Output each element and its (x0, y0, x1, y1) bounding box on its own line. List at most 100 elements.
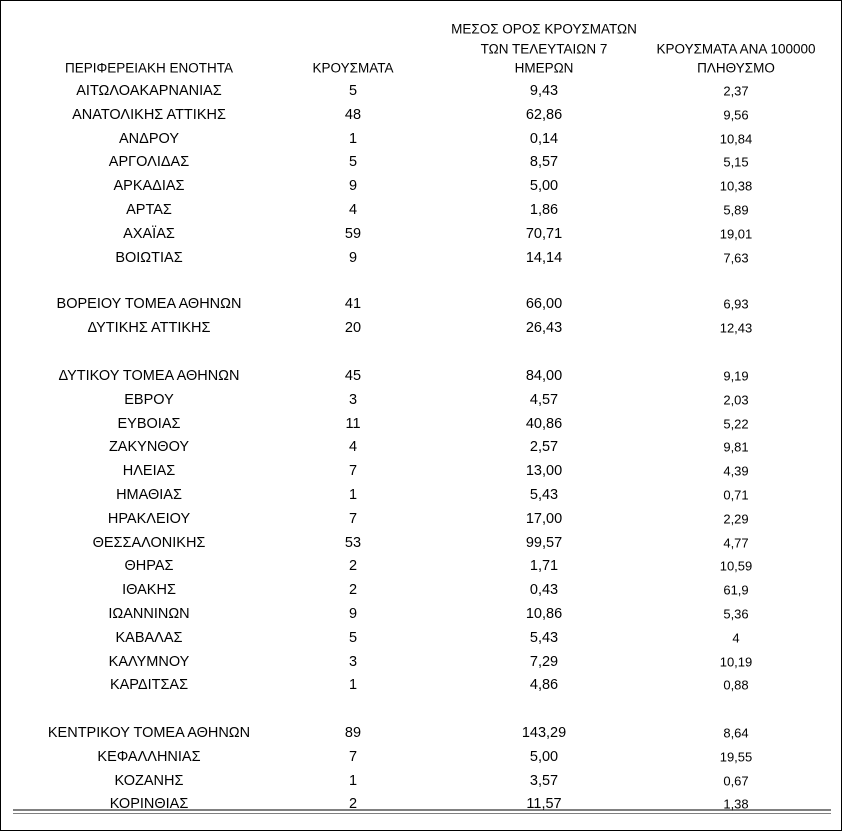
region-name: ΙΩΑΝΝΙΝΩΝ (108, 606, 190, 622)
value-cell: 10,19 (719, 654, 753, 670)
value-cell: 7 (348, 463, 358, 480)
bottom-rule (13, 809, 831, 811)
value-cell: 12,43 (719, 320, 753, 336)
value-cell: 5,89 (723, 202, 749, 218)
value-cell: 9,81 (723, 439, 749, 455)
header-cell: ΗΜΕΡΩΝ (514, 60, 574, 76)
value-cell: 20 (344, 319, 362, 336)
value-cell: 1 (348, 772, 358, 789)
region-name: ΑΝΔΡΟΥ (119, 130, 179, 147)
value-cell: 5,36 (723, 606, 749, 622)
value-cell: 8,57 (529, 154, 559, 171)
value-cell: 9,19 (723, 368, 749, 384)
value-cell: 14,14 (525, 249, 563, 266)
value-cell: 13,00 (525, 463, 563, 480)
value-cell: 1,86 (529, 202, 559, 218)
value-cell: 5,00 (529, 178, 559, 195)
value-cell: 0,67 (723, 773, 749, 789)
value-cell: 61,9 (723, 582, 749, 598)
region-name: ΗΡΑΚΛΕΙΟΥ (107, 510, 191, 527)
region-name: ΕΒΡΟΥ (124, 391, 174, 408)
region-name: ΚΑΒΑΛΑΣ (115, 629, 183, 646)
value-cell: 9 (348, 178, 358, 195)
region-name: ΗΛΕΙΑΣ (122, 463, 176, 480)
region-name: ΑΡΤΑΣ (126, 202, 172, 218)
value-cell: 8,64 (723, 725, 749, 741)
region-name: ΙΘΑΚΗΣ (122, 582, 176, 599)
value-cell: 1,38 (723, 796, 749, 812)
value-cell: 99,57 (525, 534, 563, 551)
value-cell: 2 (348, 796, 358, 813)
value-cell: 5 (348, 154, 358, 171)
header-cell: ΚΡΟΥΣΜΑΤΑ ΑΝΑ 100000 (656, 41, 816, 56)
value-cell: 5,43 (529, 487, 559, 503)
value-cell: 2 (348, 582, 358, 599)
value-cell: 4 (348, 202, 358, 218)
value-cell: 0,71 (723, 487, 749, 503)
value-cell: 17,00 (525, 510, 563, 527)
region-name: ΑΡΚΑΔΙΑΣ (113, 178, 185, 195)
value-cell: 10,86 (525, 606, 563, 622)
value-cell: 5,15 (723, 154, 749, 170)
region-name: ΚΕΦΑΛΛΗΝΙΑΣ (97, 748, 201, 765)
region-name: ΚΟΖΑΝΗΣ (114, 772, 184, 789)
value-cell: 9 (348, 249, 358, 266)
value-cell: 2,57 (529, 439, 559, 456)
region-name: ΗΜΑΘΙΑΣ (116, 487, 182, 503)
region-name: ΔΥΤΙΚΗΣ ΑΤΤΙΚΗΣ (87, 319, 211, 336)
header-cell: ΜΕΣΟΣ ΟΡΟΣ ΚΡΟΥΣΜΑΤΩΝ (451, 21, 637, 37)
value-cell: 4,77 (723, 535, 749, 551)
value-cell: 2,03 (723, 392, 749, 408)
value-cell: 5 (348, 83, 358, 99)
value-cell: 9 (348, 606, 358, 622)
region-name: ΘΕΣΣΑΛΟΝΙΚΗΣ (92, 534, 206, 551)
value-cell: 10,59 (719, 558, 753, 574)
value-cell: 0,14 (529, 130, 559, 147)
value-cell: 48 (344, 106, 362, 123)
value-cell: 3 (348, 391, 358, 408)
header-cell: ΚΡΟΥΣΜΑΤΑ (312, 60, 394, 76)
value-cell: 4,39 (723, 463, 749, 479)
value-cell: 53 (344, 534, 362, 551)
value-cell: 1 (348, 677, 358, 694)
value-cell: 2 (348, 558, 358, 575)
value-cell: 10,84 (719, 131, 753, 147)
value-cell: 10,38 (719, 178, 753, 194)
value-cell: 40,86 (525, 415, 563, 432)
value-cell: 0,88 (723, 677, 749, 693)
value-cell: 7 (348, 748, 358, 765)
region-name: ΔΥΤΙΚΟΥ ΤΟΜΕΑ ΑΘΗΝΩΝ (58, 368, 240, 384)
region-name: ΚΟΡΙΝΘΙΑΣ (109, 796, 189, 813)
value-cell: 11,57 (526, 796, 562, 813)
value-cell: 5,43 (529, 629, 559, 646)
region-name: ΚΑΛΥΜΝΟΥ (108, 653, 190, 670)
value-cell: 1 (348, 487, 358, 503)
value-cell: 1,71 (529, 558, 559, 575)
value-cell: 3,57 (529, 772, 559, 789)
region-name: ΖΑΚΥΝΘΟΥ (108, 439, 190, 456)
region-name: ΘΗΡΑΣ (124, 558, 174, 575)
header-cell: ΤΩΝ ΤΕΛΕΥΤΑΙΩΝ 7 (480, 41, 608, 56)
value-cell: 19,01 (719, 226, 753, 242)
value-cell: 62,86 (525, 106, 563, 123)
region-name: ΒΟΡΕΙΟΥ ΤΟΜΕΑ ΑΘΗΝΩΝ (56, 296, 242, 312)
value-cell: 4,57 (529, 391, 559, 408)
value-cell: 2,37 (723, 83, 749, 99)
header-cell: ΠΛΗΘΥΣΜΟ (697, 60, 775, 76)
value-cell: 66,00 (525, 296, 563, 312)
value-cell: 5,22 (723, 416, 749, 432)
value-cell: 19,55 (719, 749, 753, 765)
region-name: ΚΑΡΔΙΤΣΑΣ (109, 677, 189, 694)
value-cell: 9,56 (723, 107, 749, 123)
value-cell: 41 (344, 296, 362, 312)
value-cell: 45 (344, 368, 362, 384)
value-cell: 7 (348, 510, 358, 527)
region-name: ΑΧΑΪΑΣ (123, 225, 175, 242)
region-name: ΚΕΝΤΡΙΚΟΥ ΤΟΜΕΑ ΑΘΗΝΩΝ (47, 725, 251, 741)
value-cell: 5,00 (529, 748, 559, 765)
bottom-rule (13, 813, 831, 814)
value-cell: 89 (344, 725, 362, 741)
value-cell: 2,29 (723, 511, 749, 527)
region-name: ΕΥΒΟΙΑΣ (117, 415, 181, 432)
